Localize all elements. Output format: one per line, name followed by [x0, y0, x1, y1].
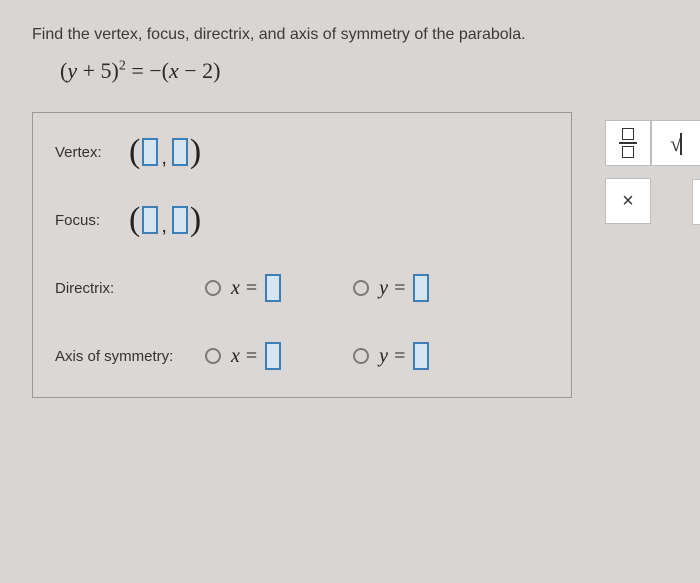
- x-equals-expr: x =: [231, 342, 283, 370]
- left-paren-icon: (: [129, 203, 140, 237]
- right-paren-icon: ): [190, 135, 201, 169]
- focus-x-input[interactable]: [142, 206, 158, 234]
- vertex-input-pair: ( , ): [129, 135, 201, 169]
- times-icon: ×: [622, 190, 634, 213]
- radio-icon: [205, 348, 221, 364]
- directrix-y-input[interactable]: [413, 274, 429, 302]
- radio-icon: [353, 280, 369, 296]
- right-paren-icon: ): [190, 203, 201, 237]
- sqrt-icon: √: [670, 132, 682, 155]
- fraction-tool[interactable]: [605, 120, 651, 166]
- comma: ,: [161, 215, 167, 238]
- equals-sign: =: [246, 277, 257, 300]
- question-prompt: Find the vertex, focus, directrix, and a…: [32, 26, 668, 44]
- vertex-x-input[interactable]: [142, 138, 158, 166]
- sqrt-tool[interactable]: √: [651, 120, 700, 166]
- answer-panel: Vertex: ( , ) Focus: ( , ) Directrix:: [32, 112, 572, 398]
- axis-y-option[interactable]: y =: [353, 342, 431, 370]
- left-paren-icon: (: [129, 135, 140, 169]
- var-y: y: [379, 345, 388, 368]
- axis-options: x = y =: [205, 342, 431, 370]
- axis-x-option[interactable]: x =: [205, 342, 283, 370]
- var-x: x: [231, 345, 240, 368]
- directrix-row: Directrix: x = y =: [55, 271, 549, 305]
- x-equals-expr: x =: [231, 274, 283, 302]
- focus-row: Focus: ( , ): [55, 203, 549, 237]
- axis-x-input[interactable]: [265, 342, 281, 370]
- directrix-x-option[interactable]: x =: [205, 274, 283, 302]
- question-area: Find the vertex, focus, directrix, and a…: [0, 0, 700, 424]
- axis-row: Axis of symmetry: x = y =: [55, 339, 549, 373]
- radio-icon: [353, 348, 369, 364]
- equals-sign: =: [246, 345, 257, 368]
- directrix-x-input[interactable]: [265, 274, 281, 302]
- var-x: x: [231, 277, 240, 300]
- focus-input-pair: ( , ): [129, 203, 201, 237]
- comma: ,: [161, 147, 167, 170]
- axis-label: Axis of symmetry:: [55, 348, 205, 365]
- times-tool[interactable]: ×: [605, 178, 651, 224]
- focus-y-input[interactable]: [172, 206, 188, 234]
- focus-label: Focus:: [55, 212, 123, 229]
- partial-tool[interactable]: [692, 179, 700, 225]
- axis-y-input[interactable]: [413, 342, 429, 370]
- directrix-label: Directrix:: [55, 280, 205, 297]
- y-equals-expr: y =: [379, 342, 431, 370]
- y-equals-expr: y =: [379, 274, 431, 302]
- vertex-label: Vertex:: [55, 144, 123, 161]
- directrix-options: x = y =: [205, 274, 431, 302]
- var-y: y: [379, 277, 388, 300]
- fraction-icon: [619, 128, 637, 158]
- equals-sign: =: [394, 345, 405, 368]
- vertex-y-input[interactable]: [172, 138, 188, 166]
- math-toolbox: √ ×: [605, 120, 700, 224]
- equation-display: (y + 5)2 = −(x − 2): [60, 58, 668, 84]
- directrix-y-option[interactable]: y =: [353, 274, 431, 302]
- equals-sign: =: [394, 277, 405, 300]
- vertex-row: Vertex: ( , ): [55, 135, 549, 169]
- radio-icon: [205, 280, 221, 296]
